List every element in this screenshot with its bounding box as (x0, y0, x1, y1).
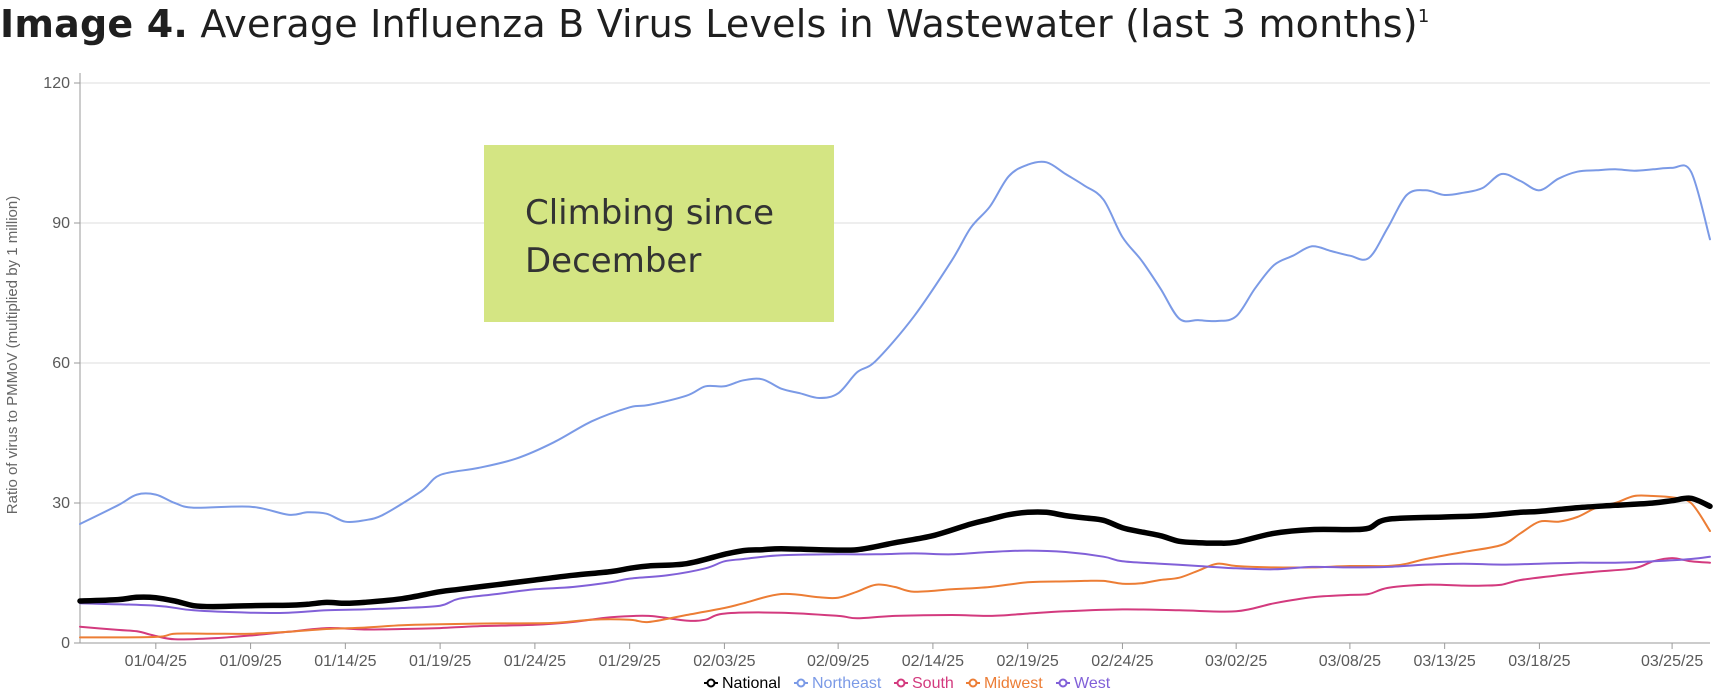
x-tick-label: 01/04/25 (125, 653, 187, 670)
y-axis: 0 30 60 90 120 (43, 73, 81, 652)
gridlines (80, 82, 1710, 644)
annotation-line-1: Climbing since (525, 193, 774, 233)
series-line-northeast (79, 160, 1711, 525)
y-tick-label: 60 (52, 355, 70, 372)
series-line-national (77, 495, 1713, 610)
title-figure-number: Image 4. (0, 2, 189, 46)
x-tick-label: 02/03/25 (693, 653, 755, 670)
x-tick-label: 02/24/25 (1091, 653, 1153, 670)
legend-label-national: National (722, 675, 781, 692)
y-tick-label: 120 (43, 75, 70, 92)
x-tick-label: 02/19/25 (997, 653, 1059, 670)
legend-marker-midwest (968, 678, 978, 688)
legend-marker-west (1058, 678, 1068, 688)
y-axis-label: Ratio of virus to PMMoV (multiplied by 1… (4, 196, 21, 514)
title-text: Average Influenza B Virus Levels in Wast… (188, 2, 1418, 46)
legend-marker-northeast (796, 678, 806, 688)
x-tick-label: 01/14/25 (314, 653, 376, 670)
series-line-south (79, 557, 1711, 641)
x-tick-label: 01/19/25 (409, 653, 471, 670)
legend-label-northeast: Northeast (812, 675, 882, 692)
x-tick-label: 01/29/25 (599, 653, 661, 670)
x-tick-label: 03/02/25 (1205, 653, 1267, 670)
x-tick-label: 03/25/25 (1641, 653, 1703, 670)
x-tick-label: 03/08/25 (1319, 653, 1381, 670)
x-tick-label: 01/24/25 (504, 653, 566, 670)
x-tick-label: 02/14/25 (902, 653, 964, 670)
y-tick-label: 90 (52, 215, 70, 232)
annotation-box: Climbing since December (484, 145, 834, 322)
annotation-background (484, 145, 834, 322)
x-axis: 01/04/25 01/09/25 01/14/25 01/19/25 01/24/25… (125, 643, 1703, 670)
y-tick-label: 30 (52, 495, 70, 512)
y-tick-label: 0 (61, 635, 70, 652)
series-line-midwest (79, 494, 1711, 639)
x-tick-label: 01/09/25 (219, 653, 281, 670)
legend-marker-national (706, 678, 716, 688)
series-lines (77, 160, 1713, 641)
legend-label-south: South (912, 675, 954, 692)
legend-label-west: West (1074, 675, 1111, 692)
annotation-line-2: December (525, 241, 701, 281)
legend: National Northeast South Midwest West (704, 675, 1111, 692)
legend-label-midwest: Midwest (984, 675, 1043, 692)
series-line-west (79, 549, 1711, 614)
legend-marker-south (896, 678, 906, 688)
x-tick-label: 02/09/25 (807, 653, 869, 670)
x-tick-label: 03/18/25 (1508, 653, 1570, 670)
chart-title: Image 4. Average Influenza B Virus Level… (0, 2, 1429, 46)
title-footnote-marker: 1 (1417, 6, 1430, 27)
x-tick-label: 03/13/25 (1414, 653, 1476, 670)
